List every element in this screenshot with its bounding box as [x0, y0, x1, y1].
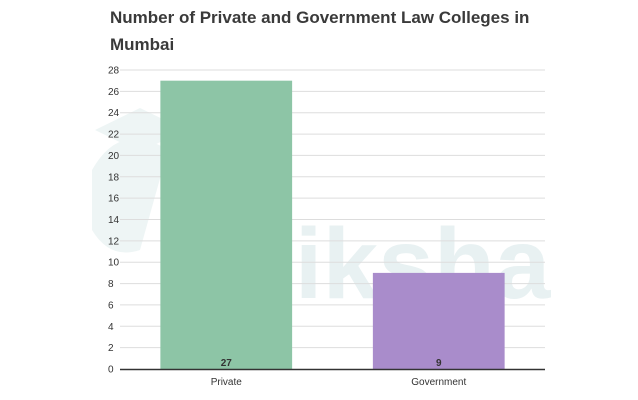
- y-tick-label: 26: [108, 87, 120, 98]
- x-axis-categories: Private Government: [211, 377, 467, 388]
- y-tick-label: 22: [108, 130, 120, 141]
- y-tick-label: 8: [108, 279, 114, 290]
- y-tick-label: 2: [108, 343, 114, 354]
- y-tick-label: 6: [108, 300, 114, 311]
- y-tick-label: 20: [108, 151, 120, 162]
- y-tick-label: 24: [108, 108, 120, 119]
- watermark-logo-icon: [92, 138, 168, 253]
- bars: [160, 80, 505, 369]
- y-tick-label: 18: [108, 172, 120, 183]
- y-tick-label: 28: [108, 66, 120, 77]
- y-tick-label: 14: [108, 215, 120, 226]
- bar-government: [372, 272, 505, 369]
- y-tick-label: 4: [108, 322, 114, 333]
- data-labels: 27 9: [221, 358, 442, 369]
- data-label: 27: [221, 358, 233, 369]
- chart-title: Number of Private and Government Law Col…: [110, 4, 610, 58]
- data-label: 9: [436, 358, 442, 369]
- chart-title-line-1: Number of Private and Government Law Col…: [110, 8, 530, 27]
- x-category-label: Private: [211, 377, 243, 388]
- y-tick-label: 10: [108, 258, 120, 269]
- chart-title-line-2: Mumbai: [110, 35, 175, 54]
- x-category-label: Government: [411, 377, 466, 388]
- y-tick-label: 16: [108, 194, 120, 205]
- bar-private: [160, 80, 293, 369]
- y-tick-label: 12: [108, 236, 120, 247]
- y-tick-label: 0: [108, 365, 114, 376]
